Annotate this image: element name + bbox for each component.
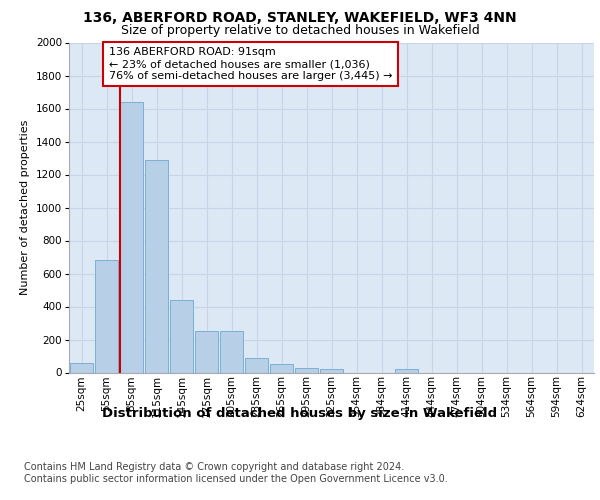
Text: 136 ABERFORD ROAD: 91sqm
← 23% of detached houses are smaller (1,036)
76% of sem: 136 ABERFORD ROAD: 91sqm ← 23% of detach… bbox=[109, 48, 392, 80]
Bar bbox=[119, 102, 143, 372]
Bar bbox=[269, 364, 293, 372]
Bar bbox=[95, 260, 118, 372]
Bar bbox=[70, 362, 94, 372]
Y-axis label: Number of detached properties: Number of detached properties bbox=[20, 120, 30, 295]
Bar bbox=[145, 160, 169, 372]
Bar bbox=[320, 369, 343, 372]
Bar bbox=[395, 369, 418, 372]
Text: Size of property relative to detached houses in Wakefield: Size of property relative to detached ho… bbox=[121, 24, 479, 37]
Bar bbox=[194, 331, 218, 372]
Bar bbox=[220, 331, 244, 372]
Text: Contains HM Land Registry data © Crown copyright and database right 2024.
Contai: Contains HM Land Registry data © Crown c… bbox=[24, 462, 448, 484]
Text: Distribution of detached houses by size in Wakefield: Distribution of detached houses by size … bbox=[103, 408, 497, 420]
Bar bbox=[295, 368, 319, 372]
Text: 136, ABERFORD ROAD, STANLEY, WAKEFIELD, WF3 4NN: 136, ABERFORD ROAD, STANLEY, WAKEFIELD, … bbox=[83, 11, 517, 25]
Bar bbox=[170, 300, 193, 372]
Bar bbox=[245, 358, 268, 372]
